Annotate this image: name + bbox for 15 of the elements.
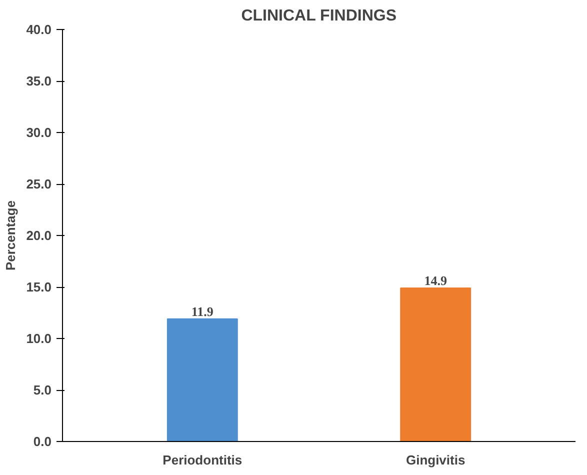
x-tick-label: Periodontitis xyxy=(162,452,242,468)
y-tick-label: 35.0 xyxy=(26,74,52,88)
y-tick-label: 15.0 xyxy=(26,280,52,294)
y-axis-title: Percentage xyxy=(3,200,18,271)
y-tick-label: 20.0 xyxy=(26,228,52,243)
x-tick-label: Gingivitis xyxy=(406,452,466,468)
y-tick-label: 25.0 xyxy=(26,176,52,192)
y-tick-label: 10.0 xyxy=(26,331,52,346)
y-tick-label: 30.0 xyxy=(26,125,52,140)
data-label: 14.9 xyxy=(424,273,448,288)
y-tick-label: 0.0 xyxy=(33,434,52,449)
y-tick-label: 40.0 xyxy=(26,22,52,37)
data-label: 11.9 xyxy=(191,304,214,319)
y-tick-label: 5.0 xyxy=(33,382,52,398)
chart-title: CLINICAL FINDINGS xyxy=(241,8,397,24)
